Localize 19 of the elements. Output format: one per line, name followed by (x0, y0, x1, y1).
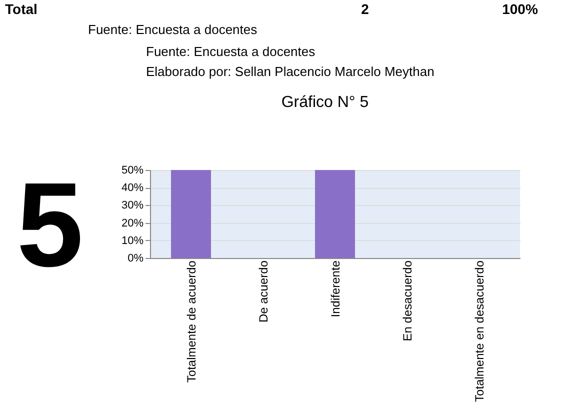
x-tick-label: Totalmente en desacuerdo (472, 260, 486, 402)
source-note: Fuente: Encuesta a docentes (146, 44, 316, 59)
y-tick-label: 30% (121, 200, 144, 212)
y-tick-label: 50% (121, 164, 144, 176)
source-note: Fuente: Encuesta a docentes (88, 22, 258, 37)
x-tick-label: En desacuerdo (400, 260, 414, 342)
text: 100% (502, 1, 538, 17)
x-tick-label: Indiferente (328, 260, 342, 318)
text: 5 (16, 158, 84, 292)
y-tick-label: 10% (121, 234, 144, 247)
chart-title: Gráfico N° 5 (281, 94, 369, 111)
y-tick-label: 20% (121, 217, 144, 230)
x-tick-label: De acuerdo (256, 260, 270, 323)
y-tick-label: 40% (121, 182, 144, 194)
y-tick-label: 0% (128, 252, 144, 264)
x-tick-label: Totalmente de acuerdo (184, 260, 198, 383)
text: Total (5, 1, 38, 17)
text: 2 (361, 1, 370, 17)
text: Elaborado por: Sellan Placencio Marcelo Meythan (146, 64, 434, 79)
